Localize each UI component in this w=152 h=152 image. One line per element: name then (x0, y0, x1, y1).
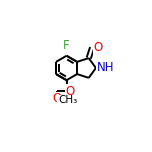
Text: CH₃: CH₃ (58, 95, 77, 105)
Text: O: O (66, 85, 75, 98)
Text: O: O (52, 92, 62, 105)
Text: NH: NH (97, 61, 114, 74)
Text: O: O (93, 41, 102, 54)
Text: F: F (63, 39, 70, 52)
